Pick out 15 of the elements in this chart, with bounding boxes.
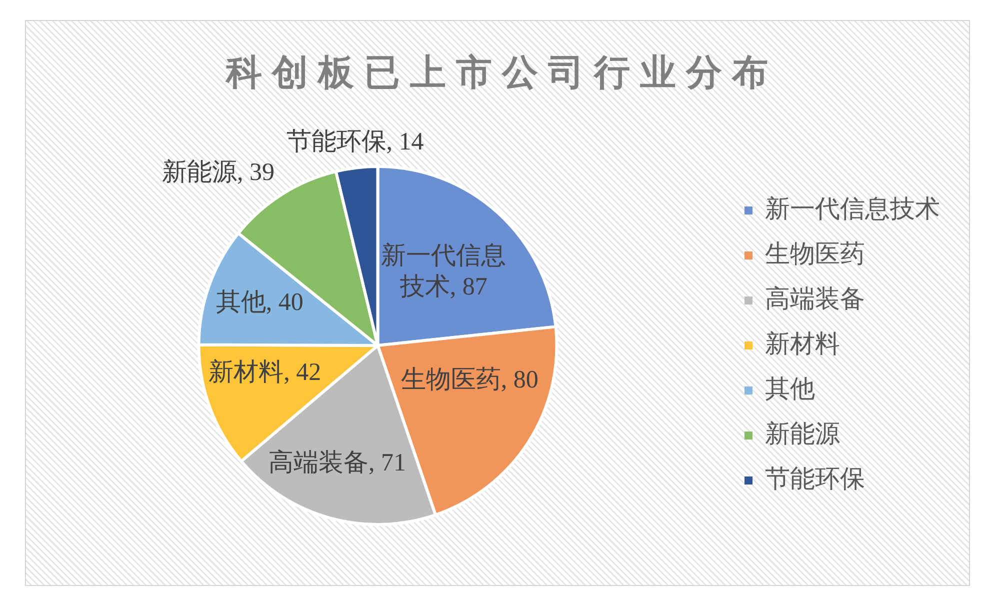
data-label: 新材料, 42	[208, 358, 322, 386]
data-label: 生物医药, 80	[400, 366, 538, 394]
legend-label: 新一代信息技术	[765, 194, 940, 223]
legend-label: 生物医药	[765, 239, 865, 268]
legend-label: 节能环保	[765, 464, 865, 493]
data-label: 高端装备, 71	[268, 448, 406, 477]
data-label: 新能源, 39	[162, 158, 275, 186]
data-label: 节能环保, 14	[286, 128, 424, 156]
legend-label: 新材料	[765, 329, 840, 358]
legend-label: 高端装备	[765, 284, 865, 313]
data-label: 其他, 40	[216, 289, 304, 316]
data-label: 新一代信息技术, 87	[381, 241, 506, 300]
legend-label: 新能源	[765, 419, 840, 448]
legend-label: 其他	[765, 374, 815, 403]
chart-title: 科创板已上市公司行业分布	[225, 52, 778, 92]
